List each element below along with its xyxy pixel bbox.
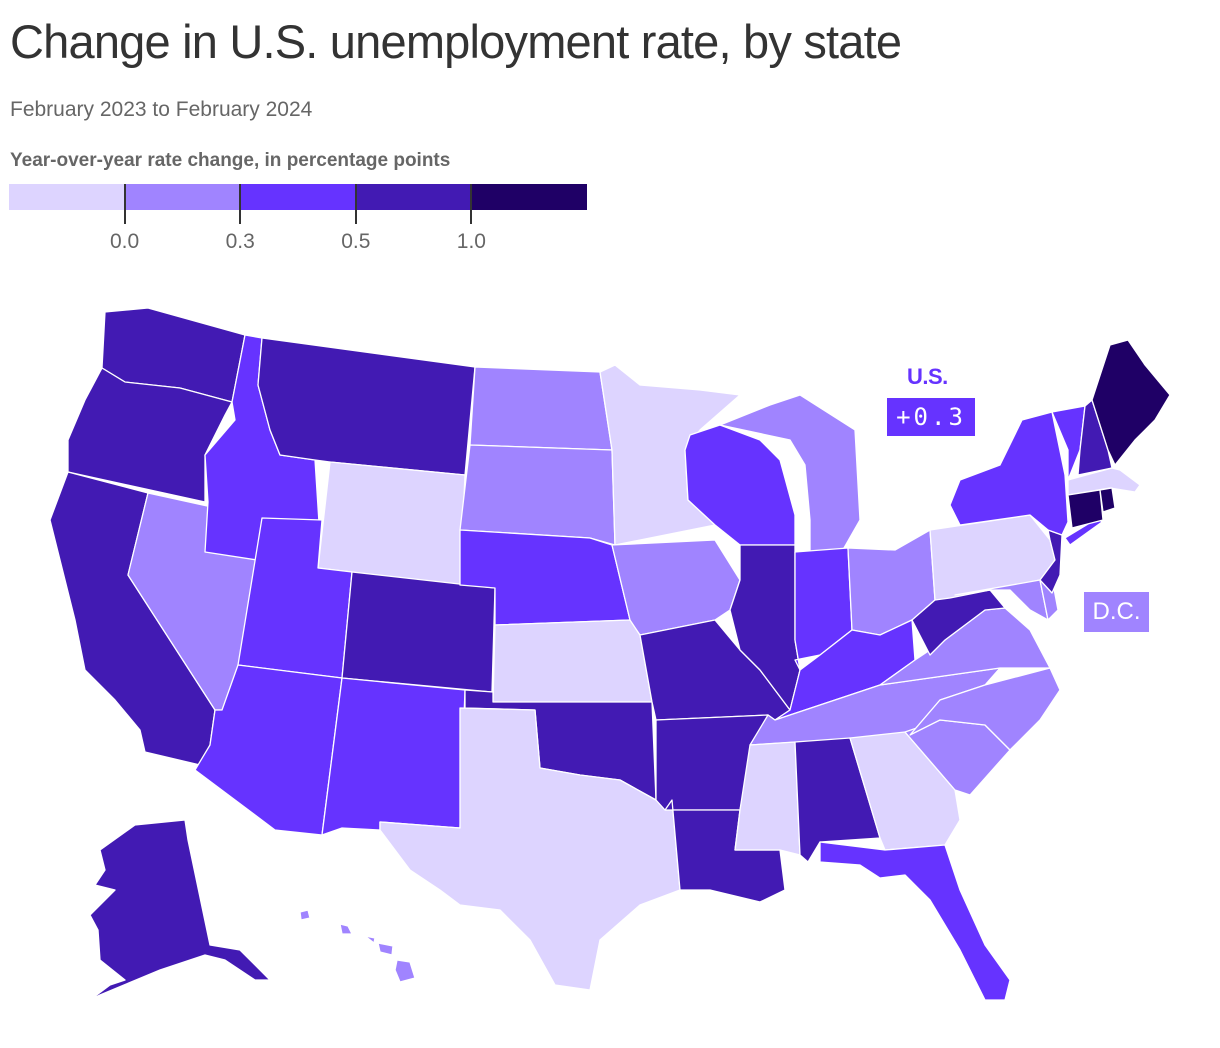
state-nj xyxy=(1039,529,1063,594)
legend-tick xyxy=(470,184,473,224)
state-tx xyxy=(379,707,681,991)
legend-tick xyxy=(123,184,126,224)
state-sd xyxy=(459,444,616,546)
state-hi1 xyxy=(299,909,311,921)
legend-tick-label: 0.0 xyxy=(109,230,140,253)
legend-color-bar xyxy=(9,184,587,210)
legend-swatch xyxy=(124,184,241,210)
dc-badge: D.C. xyxy=(1084,592,1149,632)
legend-tick xyxy=(354,184,357,224)
state-ia xyxy=(611,539,741,636)
state-me xyxy=(1091,339,1171,466)
state-nd xyxy=(469,366,613,451)
chart-subtitle: February 2023 to February 2024 xyxy=(10,98,313,121)
legend-tick-label: 0.5 xyxy=(341,230,371,253)
us-national-label: U.S. xyxy=(907,364,948,389)
state-hi4 xyxy=(377,942,394,956)
state-wy xyxy=(317,461,466,586)
legend-tick xyxy=(239,184,242,224)
state-hi2 xyxy=(339,923,353,935)
legend-tick-label: 0.3 xyxy=(225,230,255,253)
legend-title: Year-over-year rate change, in percentag… xyxy=(10,150,451,171)
state-hi5 xyxy=(394,959,416,983)
legend-swatch xyxy=(355,184,472,210)
state-mt xyxy=(257,337,476,476)
state-ct xyxy=(1067,489,1104,529)
state-vt xyxy=(1051,405,1086,481)
state-ak xyxy=(89,819,271,1001)
us-national-value-badge: +0.3 xyxy=(887,398,975,436)
state-nc xyxy=(909,667,1061,751)
legend-swatch xyxy=(9,184,125,210)
legend-swatch xyxy=(471,184,587,210)
chart-title: Change in U.S. unemployment rate, by sta… xyxy=(10,15,902,68)
state-nm xyxy=(321,677,466,836)
legend-swatch xyxy=(240,184,356,210)
legend-tick-label: 1.0 xyxy=(456,230,486,253)
state-co xyxy=(341,571,496,693)
state-hi3 xyxy=(364,935,376,944)
state-ks xyxy=(492,619,653,703)
state-ri xyxy=(1099,487,1116,513)
state-fl xyxy=(819,841,1011,1001)
state-ny xyxy=(949,411,1069,536)
us-choropleth-map xyxy=(49,307,1171,1001)
